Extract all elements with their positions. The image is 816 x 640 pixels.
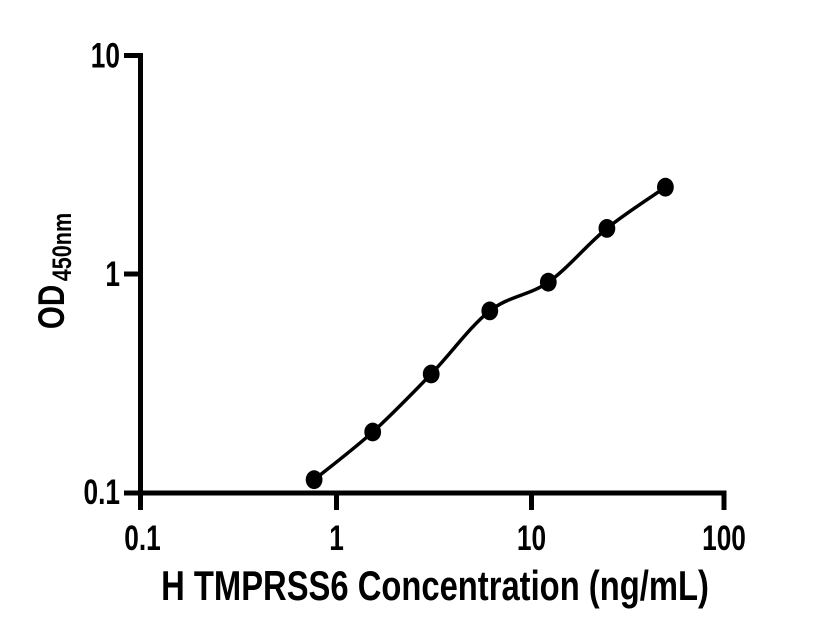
x-tick-label-10: 10 (517, 518, 546, 558)
x-tick-label-1: 1 (329, 518, 344, 558)
x-axis-title: H TMPRSS6 Concentration (ng/mL) (161, 562, 709, 609)
x-tick-label-0p1: 0.1 (124, 518, 160, 558)
data-point (598, 219, 616, 238)
data-point (305, 470, 323, 490)
axes (124, 53, 727, 510)
y-axis-title-subscript: 450nm (48, 213, 78, 281)
data-point (539, 272, 557, 292)
data-point (364, 422, 382, 442)
y-axis-title-main: OD (32, 285, 73, 329)
y-tick-label-10: 10 (91, 36, 120, 76)
y-tick-label-1: 1 (105, 254, 120, 294)
y-axis-title: OD 450nm (32, 213, 78, 329)
x-tick-label-100: 100 (702, 518, 746, 558)
data-point (481, 301, 499, 321)
data-series (305, 177, 674, 490)
data-point (422, 364, 440, 384)
y-tick-label-0p1: 0.1 (84, 472, 120, 512)
data-point (657, 177, 674, 197)
